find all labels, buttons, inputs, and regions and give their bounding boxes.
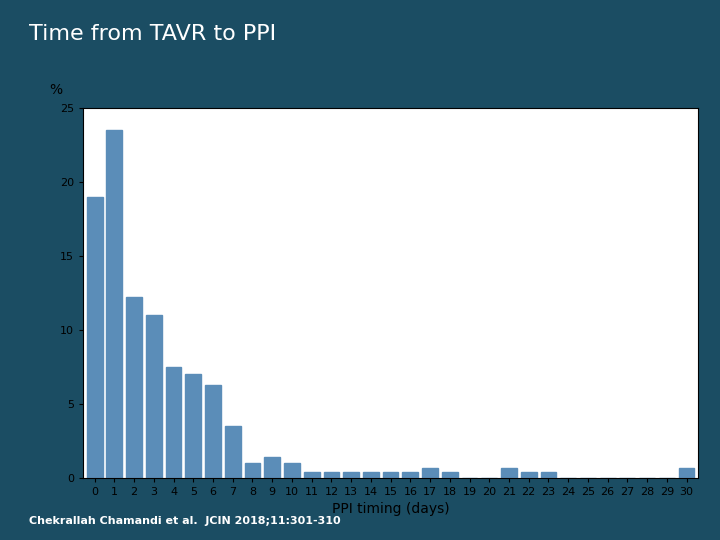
X-axis label: PPI timing (days): PPI timing (days) bbox=[332, 503, 449, 516]
Text: Chekrallah Chamandi et al.  JCIN 2018;11:301-310: Chekrallah Chamandi et al. JCIN 2018;11:… bbox=[29, 516, 341, 526]
Bar bbox=[363, 472, 379, 478]
Bar bbox=[185, 374, 201, 478]
Bar bbox=[126, 298, 142, 478]
Bar bbox=[442, 472, 458, 478]
Bar bbox=[146, 315, 162, 478]
Bar bbox=[166, 367, 181, 478]
Bar bbox=[383, 472, 398, 478]
Bar bbox=[679, 468, 695, 478]
Bar bbox=[521, 472, 536, 478]
Bar bbox=[205, 384, 221, 478]
Bar bbox=[225, 426, 240, 478]
Bar bbox=[541, 472, 557, 478]
Bar bbox=[501, 468, 517, 478]
Bar bbox=[86, 197, 102, 478]
Bar bbox=[304, 472, 320, 478]
Bar bbox=[284, 463, 300, 478]
Text: %: % bbox=[49, 83, 62, 97]
Bar bbox=[343, 472, 359, 478]
Bar bbox=[264, 457, 280, 478]
Bar bbox=[323, 472, 339, 478]
Bar bbox=[422, 468, 438, 478]
Bar bbox=[107, 130, 122, 478]
Text: Time from TAVR to PPI: Time from TAVR to PPI bbox=[29, 24, 276, 44]
Bar bbox=[402, 472, 418, 478]
Bar bbox=[245, 463, 261, 478]
